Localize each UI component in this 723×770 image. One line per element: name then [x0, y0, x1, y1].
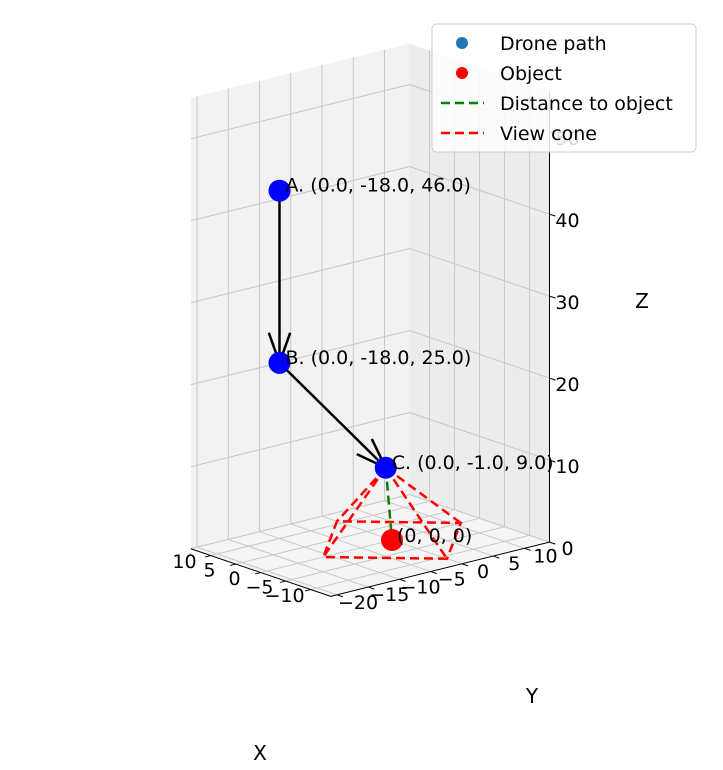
plot-marks: A. (0.0, -18.0, 46.0) B. (0.0, -18.0, 25.…	[267, 175, 554, 560]
z-tick-mark	[549, 377, 556, 381]
x-tick-label: 0	[228, 568, 240, 590]
y-tick-mark	[430, 571, 437, 575]
z-grid-back	[409, 248, 550, 297]
x-grid-floor	[260, 517, 480, 574]
y-tick-mark	[336, 594, 344, 598]
x-tick-label: −10	[264, 585, 304, 607]
y-tick-mark	[399, 578, 406, 582]
y-tick-mark	[524, 547, 531, 551]
y-tick-mark	[461, 563, 469, 567]
view-cone-edge	[322, 467, 387, 558]
z-tick-mark	[549, 541, 556, 545]
x-axis-label: X	[253, 741, 267, 765]
view-cone-edge	[384, 467, 449, 560]
y-axis-line	[330, 541, 550, 597]
z-tick-mark	[549, 213, 556, 217]
z-grid-back	[409, 166, 550, 215]
x-tick-label: 10	[172, 551, 196, 573]
y-tick-label: −10	[400, 576, 440, 598]
drone-point-b	[268, 351, 291, 374]
y-grid-floor	[353, 507, 494, 557]
legend-label: View cone	[500, 123, 597, 145]
x-tick-label: 5	[203, 560, 215, 582]
drone-point-c	[374, 456, 397, 479]
legend-label: Drone path	[500, 33, 607, 55]
legend-label: Object	[500, 63, 562, 85]
z-axis-label: Z	[635, 289, 649, 313]
y-tick-mark	[368, 586, 375, 590]
z-tick-label: 10	[555, 456, 579, 478]
x-tick-mark	[255, 572, 261, 575]
x-grid-floor	[210, 500, 430, 557]
y-tick-label: 10	[533, 545, 557, 567]
z-grid-back	[409, 412, 550, 461]
y-grid-floor	[290, 523, 431, 573]
z-tick-label: 40	[555, 210, 579, 232]
drone-point-label-a: A. (0.0, -18.0, 46.0)	[286, 175, 471, 197]
z-grid-left	[190, 248, 410, 304]
drone-point-a	[268, 179, 291, 202]
x-tick-mark	[230, 563, 236, 566]
y-grid-floor	[228, 538, 369, 588]
legend-marker	[456, 37, 468, 49]
left-pane	[190, 43, 410, 549]
x-grid-floor	[235, 509, 455, 565]
z-grid-left	[190, 412, 410, 468]
z-grid-left	[190, 84, 410, 140]
legend: Drone path Object Distance to object View c…	[431, 23, 697, 153]
y-tick-label: −15	[369, 584, 409, 606]
z-grid-left	[190, 330, 410, 386]
drone-point-label-c: C. (0.0, -1.0, 9.0)	[392, 452, 554, 474]
view-cone-edge	[385, 466, 462, 524]
z-tick-label: 20	[555, 374, 579, 396]
z-grid-back	[409, 330, 550, 379]
y-axis-label: Y	[525, 684, 539, 708]
z-tick-mark	[549, 295, 556, 299]
z-tick-label: 0	[561, 538, 573, 560]
y-tick-label: 0	[477, 561, 489, 583]
drone-point-label-b: B. (0.0, -18.0, 25.0)	[286, 347, 472, 369]
x-grid-floor	[310, 534, 530, 591]
z-tick-label: 30	[555, 292, 579, 314]
y-grid-floor	[259, 531, 400, 580]
y-grid-floor	[384, 500, 525, 549]
arrow-b-to-c	[278, 362, 387, 469]
y-tick-label: 5	[508, 553, 520, 575]
y-tick-label: −20	[338, 592, 378, 614]
x-tick-mark	[280, 580, 286, 583]
y-grid-floor	[196, 546, 338, 596]
x-tick-label: −5	[245, 577, 273, 599]
y-tick-mark	[493, 555, 500, 559]
z-grid-left	[190, 166, 410, 222]
object-point	[381, 529, 403, 551]
legend-label: Distance to object	[500, 93, 673, 115]
object-point-label: (0, 0, 0)	[397, 525, 472, 547]
x-grid-floor	[285, 526, 505, 582]
x-tick-mark	[205, 555, 211, 558]
legend-box	[431, 23, 697, 153]
x-tick-mark	[305, 589, 311, 592]
distance-line	[384, 467, 394, 541]
view-cone-edge	[336, 466, 387, 523]
y-tick-label: −5	[438, 569, 466, 591]
z-tick-mark	[549, 459, 556, 463]
z-grid-left	[190, 494, 410, 550]
legend-marker	[456, 67, 468, 79]
